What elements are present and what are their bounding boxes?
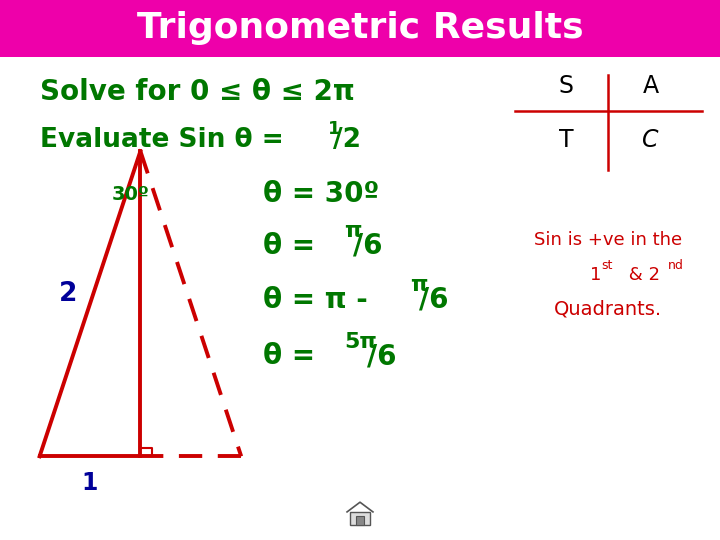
Text: θ =: θ = <box>263 232 325 260</box>
Text: π: π <box>344 221 361 241</box>
Text: 2: 2 <box>59 281 78 307</box>
Text: T: T <box>559 129 574 152</box>
Text: /6: /6 <box>419 286 449 314</box>
Text: 30º: 30º <box>112 185 150 204</box>
Text: /6: /6 <box>353 232 382 260</box>
Text: /2: /2 <box>333 127 361 153</box>
Text: Quadrants.: Quadrants. <box>554 299 662 319</box>
Text: π: π <box>410 275 428 295</box>
Text: S: S <box>559 74 574 98</box>
Text: 1: 1 <box>328 119 340 138</box>
FancyBboxPatch shape <box>356 516 364 525</box>
Text: 1: 1 <box>590 266 601 285</box>
FancyBboxPatch shape <box>0 0 720 57</box>
Text: /6: /6 <box>367 342 397 370</box>
FancyBboxPatch shape <box>350 512 370 525</box>
Text: 1: 1 <box>82 471 98 495</box>
Text: Trigonometric Results: Trigonometric Results <box>137 11 583 45</box>
Text: θ = π -: θ = π - <box>263 286 377 314</box>
Text: Sin is +ve in the: Sin is +ve in the <box>534 231 683 249</box>
Text: st: st <box>601 259 613 272</box>
Text: Solve for 0 ≤ θ ≤ 2π: Solve for 0 ≤ θ ≤ 2π <box>40 78 354 106</box>
Text: θ = 30º: θ = 30º <box>263 180 379 208</box>
Text: nd: nd <box>667 259 683 272</box>
Text: Evaluate Sin θ =: Evaluate Sin θ = <box>40 127 292 153</box>
Text: 5π: 5π <box>344 332 377 352</box>
Text: C: C <box>642 129 659 152</box>
Text: & 2: & 2 <box>623 266 660 285</box>
Text: θ =: θ = <box>263 342 325 370</box>
Text: A: A <box>642 74 659 98</box>
